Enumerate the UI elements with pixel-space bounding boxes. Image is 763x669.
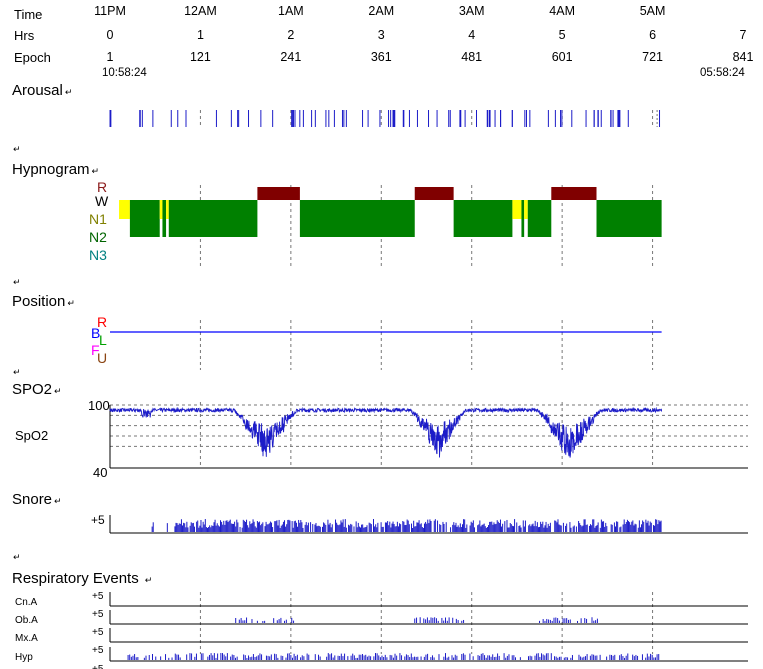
hypnogram-title: Hypnogram ↵	[12, 161, 99, 178]
resp-channel-hyp: Hyp	[15, 652, 33, 663]
hrs-row-label: Hrs	[14, 28, 35, 43]
hypnogram-stage-n2	[162, 200, 167, 237]
hrs-tick: 7	[740, 28, 747, 42]
paragraph-mark: ↵	[13, 553, 21, 563]
position-label-f: F	[91, 342, 100, 358]
hypnogram-stage-r	[551, 187, 597, 200]
hrs-tick: 5	[559, 28, 566, 42]
resp-scale-cna: +5	[92, 591, 104, 602]
hrs-tick: 4	[468, 28, 475, 42]
time-tick: 12AM	[184, 4, 217, 18]
hypnogram-stage-w	[159, 200, 163, 219]
epoch-tick: 361	[371, 50, 392, 64]
paragraph-mark: ↵	[13, 368, 21, 378]
epoch-tick: 241	[280, 50, 301, 64]
resp-scale-mxa: +5	[92, 627, 104, 638]
epoch-tick: 841	[733, 50, 754, 64]
position-label-b: B	[91, 325, 100, 341]
paragraph-mark: ↵	[13, 278, 21, 288]
respiratory-track	[109, 592, 748, 662]
resp-channel-oba: Ob.A	[15, 615, 38, 626]
snore-scale: +5	[91, 513, 105, 527]
snore-title: Snore ↵	[12, 491, 62, 508]
end-time: 05:58:24	[700, 67, 745, 79]
hypnogram-stage-w	[524, 200, 528, 219]
spo2-trace	[109, 406, 663, 458]
hypnogram-stage-n1: N1	[89, 211, 107, 227]
hrs-tick: 2	[287, 28, 294, 42]
time-tick: 3AM	[459, 4, 485, 18]
epoch-tick: 121	[190, 50, 211, 64]
hypnogram-stage-n2	[453, 200, 513, 237]
hypnogram-stage-n2	[129, 200, 160, 237]
arousal-track	[109, 110, 661, 127]
hypnogram-stage-w: W	[95, 193, 109, 209]
time-row-label: Time	[14, 7, 42, 22]
resp-scale-next: +5	[92, 664, 104, 669]
hypnogram-stage-r	[257, 187, 300, 200]
epoch-tick: 601	[552, 50, 573, 64]
hypnogram-stage-n3: N3	[89, 247, 107, 263]
hypnogram-stage-n2	[521, 200, 525, 237]
start-time: 10:58:24	[102, 67, 147, 79]
resp-channel-mxa: Mx.A	[15, 633, 38, 644]
resp-scale-hyp: +5	[92, 645, 104, 656]
position-label-u: U	[97, 350, 107, 366]
hypnogram-track	[119, 187, 662, 237]
hypnogram-stage-n2	[299, 200, 415, 237]
resp-scale-oba: +5	[92, 609, 104, 620]
spo2-y-min: 40	[93, 465, 107, 480]
hypnogram-stage-w	[512, 200, 522, 219]
spo2-y-max: 100	[88, 398, 110, 413]
spo2-channel-label: SpO2	[15, 428, 48, 443]
hrs-tick: 6	[649, 28, 656, 42]
paragraph-mark: ↵	[13, 145, 21, 155]
position-title: Position ↵	[12, 293, 75, 310]
hypnogram-stage-r	[414, 187, 454, 200]
epoch-row-label: Epoch	[14, 50, 51, 65]
hrs-tick: 1	[197, 28, 204, 42]
spo2-track	[109, 404, 748, 469]
spo2-title: SPO2 ↵	[12, 381, 62, 398]
hypnogram-stage-n2: N2	[89, 229, 107, 245]
epoch-tick: 1	[107, 50, 114, 64]
hypnogram-stage-n2	[596, 200, 662, 237]
time-tick: 2AM	[368, 4, 394, 18]
time-tick: 5AM	[640, 4, 666, 18]
header-ticks: 11PM 12AM 1AM 2AM 3AM 4AM 5AM 0 1 2 3 4 5 6 7 1 121 241 36…	[94, 4, 753, 64]
position-label-r: R	[97, 314, 107, 330]
hrs-tick: 0	[107, 28, 114, 42]
hypnogram-stage-w	[166, 200, 169, 219]
respiratory-title: Respiratory Events ↵	[12, 570, 152, 587]
time-tick: 11PM	[94, 4, 126, 18]
arousal-title: Arousal ↵	[12, 82, 72, 99]
resp-channel-cna: Cn.A	[15, 597, 38, 608]
hypnogram-stage-r: R	[97, 179, 107, 195]
epoch-tick: 721	[642, 50, 663, 64]
hypnogram-stage-n2	[527, 200, 552, 237]
time-tick: 1AM	[278, 4, 304, 18]
hypnogram-stage-w	[119, 200, 130, 219]
epoch-tick: 481	[461, 50, 482, 64]
hrs-tick: 3	[378, 28, 385, 42]
snore-track	[109, 515, 748, 534]
time-tick: 4AM	[549, 4, 575, 18]
hypnogram-stage-n2	[168, 200, 258, 237]
position-label-l: L	[99, 332, 107, 348]
